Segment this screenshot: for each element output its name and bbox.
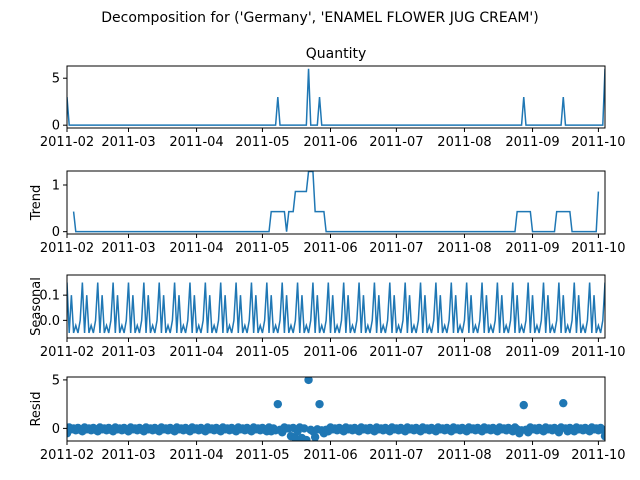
- figure-suptitle: Decomposition for ('Germany', 'ENAMEL FL…: [101, 10, 538, 26]
- x-tick-label: 2011-03: [101, 135, 155, 150]
- resid-point: [600, 431, 605, 441]
- x-tick-label: 2011-05: [235, 135, 289, 150]
- x-tick-label: 2011-09: [505, 135, 559, 150]
- resid-point: [598, 425, 605, 435]
- y-tick-label: 5: [52, 72, 60, 87]
- axes-frame-resid: [66, 376, 606, 442]
- panel-title-observed: Quantity: [306, 46, 367, 62]
- y-tick-label: 0: [52, 225, 60, 240]
- plot-area-seasonal: [67, 282, 605, 334]
- seasonal-series-line: [67, 282, 605, 334]
- resid-point: [519, 400, 528, 410]
- panels-group: Quantity 0 5 2011-02 2011-03 2011-04 2011-05 20…: [29, 46, 626, 463]
- x-tick-label: 2011-06: [303, 135, 357, 150]
- resid-point: [302, 435, 311, 441]
- x-tick-label: 2011-09: [505, 448, 559, 463]
- panel-resid: Resid 0 5 2011-02 2011-03 2011-04 2011-05 2011-…: [29, 373, 626, 463]
- axes-frame-seasonal: [66, 274, 606, 339]
- x-tick-label: 2011-07: [369, 241, 423, 256]
- axes-frame-trend: [66, 170, 606, 235]
- x-tick-label: 2011-10: [571, 448, 625, 463]
- x-tick-label: 2011-04: [169, 241, 223, 256]
- y-axis-label-resid: Resid: [29, 391, 44, 426]
- x-tick-label: 2011-10: [571, 241, 625, 256]
- x-tick-label: 2011-08: [437, 241, 491, 256]
- x-tick-label: 2011-08: [437, 448, 491, 463]
- y-axis-label-trend: Trend: [29, 185, 44, 222]
- resid-point: [291, 433, 300, 441]
- x-tick-label: 2011-04: [169, 448, 223, 463]
- x-tick-label: 2011-02: [40, 345, 94, 360]
- resid-point: [559, 398, 568, 408]
- panel-observed: Quantity 0 5 2011-02 2011-03 2011-04 2011-05 20…: [40, 46, 626, 150]
- resid-point: [315, 399, 324, 409]
- axes-frame-observed: [66, 65, 606, 129]
- x-tick-label: 2011-07: [369, 345, 423, 360]
- y-tick-label: 1: [52, 179, 60, 194]
- plot-area-observed: [67, 68, 605, 126]
- trend-series-line: [72, 171, 600, 233]
- x-tick-label: 2011-04: [169, 135, 223, 150]
- x-tick-label: 2011-03: [101, 448, 155, 463]
- x-tick-label: 2011-05: [235, 241, 289, 256]
- panel-trend: Trend 0 1 2011-02 2011-03 2011-04 2011-05 2011-…: [29, 170, 626, 256]
- y-tick-label: 0: [52, 422, 60, 437]
- x-tick-label: 2011-06: [303, 241, 357, 256]
- x-tick-label: 2011-02: [40, 135, 94, 150]
- y-tick-label: 0: [52, 119, 60, 134]
- x-tick-label: 2011-06: [303, 345, 357, 360]
- x-tick-label: 2011-06: [303, 448, 357, 463]
- x-tick-label: 2011-02: [40, 448, 94, 463]
- plot-area-trend: [72, 171, 600, 233]
- x-tick-label: 2011-04: [169, 345, 223, 360]
- y-axis-label-seasonal: Seasonal: [29, 277, 44, 336]
- y-tick-label: 0.0: [39, 314, 60, 329]
- x-tick-label: 2011-03: [101, 345, 155, 360]
- x-tick-label: 2011-05: [235, 345, 289, 360]
- x-tick-label: 2011-10: [571, 345, 625, 360]
- y-tick-label: 5: [52, 373, 60, 388]
- resid-point: [299, 424, 309, 433]
- x-tick-label: 2011-08: [437, 135, 491, 150]
- y-tick-label: 0.1: [39, 289, 60, 304]
- x-tick-label: 2011-10: [571, 135, 625, 150]
- resid-point: [310, 432, 320, 441]
- resid-point: [304, 377, 313, 385]
- observed-series-line: [67, 68, 605, 126]
- x-tick-label: 2011-07: [369, 135, 423, 150]
- x-tick-label: 2011-08: [437, 345, 491, 360]
- x-tick-label: 2011-03: [101, 241, 155, 256]
- resid-point: [273, 399, 283, 409]
- x-tick-label: 2011-09: [505, 241, 559, 256]
- plot-area-resid: [67, 377, 605, 441]
- x-tick-label: 2011-02: [40, 241, 94, 256]
- x-tick-label: 2011-05: [235, 448, 289, 463]
- x-tick-label: 2011-07: [369, 448, 423, 463]
- x-tick-label: 2011-09: [505, 345, 559, 360]
